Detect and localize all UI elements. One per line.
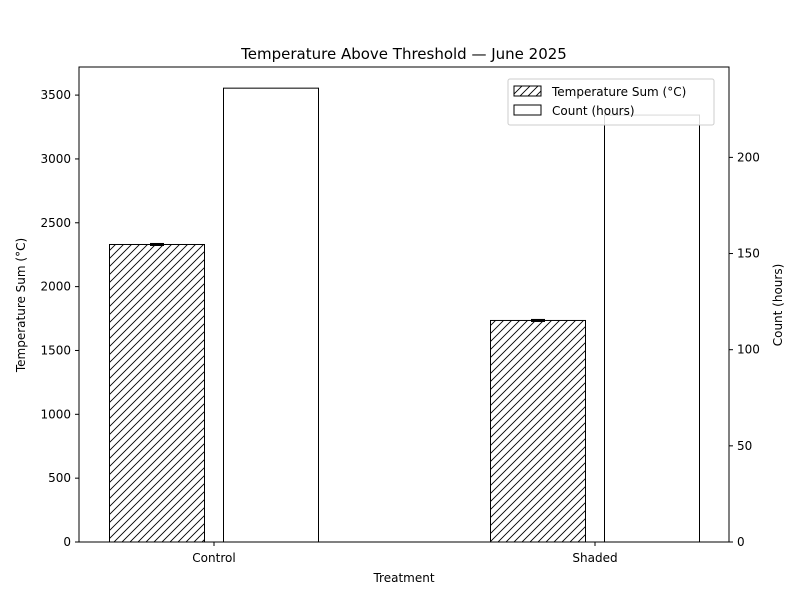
- legend-swatch-0: [513, 85, 542, 97]
- chart-title: Temperature Above Threshold — June 2025: [240, 45, 567, 63]
- bar-count-control: [223, 87, 319, 543]
- left-y-tick-label: 500: [48, 471, 71, 485]
- legend-label-0: Temperature Sum (°C): [551, 85, 686, 99]
- right-y-tick-label: 0: [737, 535, 745, 549]
- legend-box: [507, 78, 715, 126]
- left-y-tick-label: 0: [63, 535, 71, 549]
- left-y-tick-label: 1000: [40, 407, 71, 421]
- bar-temperature-sum-control: [109, 243, 205, 543]
- bar-count-shaded: [604, 114, 700, 543]
- right-y-tick-label: 100: [737, 343, 760, 357]
- left-y-tick-label: 3500: [40, 88, 71, 102]
- right-y-tick-label: 150: [737, 247, 760, 261]
- legend: Temperature Sum (°C) Count (hours): [507, 78, 715, 126]
- left-y-tick-label: 2000: [40, 280, 71, 294]
- x-tick-label-control: Control: [192, 551, 235, 565]
- bars-group: [109, 87, 700, 543]
- legend-swatch-1: [513, 104, 542, 116]
- right-y-tick-label: 200: [737, 150, 760, 164]
- x-tick-label-shaded: Shaded: [572, 551, 617, 565]
- right-y-axis-label: Count (hours): [771, 264, 785, 347]
- right-y-tick-label: 50: [737, 439, 752, 453]
- legend-label-1: Count (hours): [552, 104, 635, 118]
- plot-frame: [78, 66, 730, 543]
- x-axis-label: Treatment: [372, 571, 434, 585]
- left-y-tick-label: 3000: [40, 152, 71, 166]
- left-y-tick-label: 2500: [40, 216, 71, 230]
- axes-group: 0 500 1000 1500 2000 2500 3000 3500 0 50 100 150 200…: [40, 66, 760, 565]
- bar-temperature-sum-shaded: [490, 319, 586, 543]
- left-y-tick-label: 1500: [40, 343, 71, 357]
- left-y-axis-label: Temperature Sum (°C): [14, 238, 28, 373]
